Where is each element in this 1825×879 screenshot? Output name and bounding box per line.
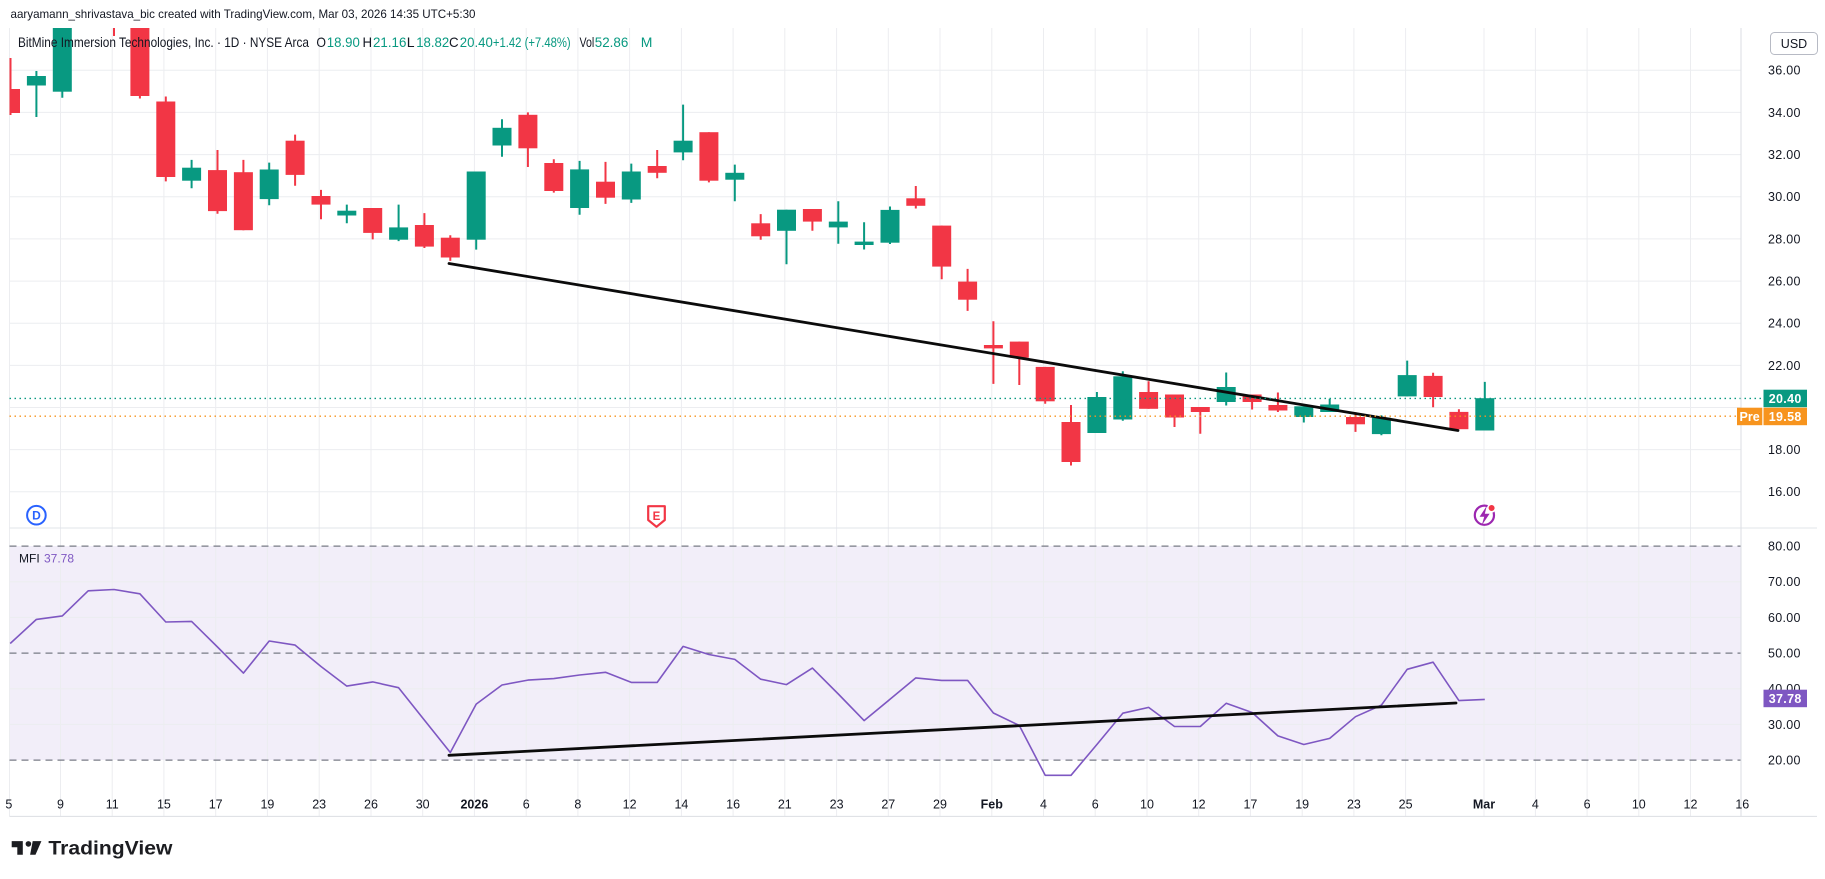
svg-text:25: 25 bbox=[1399, 798, 1413, 812]
svg-text:23: 23 bbox=[830, 798, 844, 812]
svg-text:E: E bbox=[653, 511, 661, 523]
svg-text:O: O bbox=[316, 34, 326, 50]
svg-text:C: C bbox=[449, 34, 459, 50]
svg-text:Feb: Feb bbox=[981, 798, 1004, 812]
svg-text:70.00: 70.00 bbox=[1768, 575, 1801, 589]
svg-text:MFI: MFI bbox=[19, 552, 40, 566]
svg-text:H: H bbox=[363, 34, 373, 50]
svg-text:60.00: 60.00 bbox=[1768, 611, 1801, 625]
svg-text:+1.42 (+7.48%): +1.42 (+7.48%) bbox=[493, 34, 571, 50]
svg-text:36.00: 36.00 bbox=[1768, 64, 1801, 78]
svg-text:15: 15 bbox=[157, 798, 171, 812]
svg-text:6: 6 bbox=[1092, 798, 1099, 812]
svg-text:23: 23 bbox=[312, 798, 326, 812]
svg-text:52.86: 52.86 bbox=[595, 34, 629, 50]
svg-text:28.00: 28.00 bbox=[1768, 232, 1801, 246]
svg-text:14: 14 bbox=[674, 798, 688, 812]
svg-text:17: 17 bbox=[209, 798, 223, 812]
svg-text:34.00: 34.00 bbox=[1768, 106, 1801, 120]
svg-text:26: 26 bbox=[364, 798, 378, 812]
svg-text:16.00: 16.00 bbox=[1768, 485, 1801, 499]
svg-text:23: 23 bbox=[1347, 798, 1361, 812]
svg-text:BitMine Immersion Technologies: BitMine Immersion Technologies, Inc. · 1… bbox=[18, 34, 309, 50]
svg-text:30.00: 30.00 bbox=[1768, 718, 1801, 732]
svg-text:18.00: 18.00 bbox=[1768, 443, 1801, 457]
svg-text:USD: USD bbox=[1781, 37, 1807, 51]
svg-text:2026: 2026 bbox=[460, 798, 488, 812]
svg-text:37.78: 37.78 bbox=[44, 552, 74, 566]
svg-text:M: M bbox=[641, 34, 653, 50]
svg-text:50.00: 50.00 bbox=[1768, 647, 1801, 661]
svg-text:18.90: 18.90 bbox=[327, 34, 360, 50]
svg-text:8: 8 bbox=[574, 798, 581, 812]
svg-text:18.82: 18.82 bbox=[416, 34, 449, 50]
svg-text:10: 10 bbox=[1140, 798, 1154, 812]
svg-text:4: 4 bbox=[1532, 798, 1539, 812]
svg-text:11: 11 bbox=[106, 798, 119, 812]
svg-text:37.78: 37.78 bbox=[1769, 692, 1802, 706]
svg-text:27: 27 bbox=[881, 798, 895, 812]
svg-text:aaryamann_shrivastava_bic crea: aaryamann_shrivastava_bic created with T… bbox=[11, 7, 476, 21]
svg-text:L: L bbox=[407, 34, 415, 50]
svg-text:6: 6 bbox=[1584, 798, 1591, 812]
svg-text:22.00: 22.00 bbox=[1768, 359, 1801, 373]
svg-text:24.00: 24.00 bbox=[1768, 317, 1801, 331]
svg-text:12: 12 bbox=[1192, 798, 1206, 812]
svg-text:4: 4 bbox=[1040, 798, 1047, 812]
svg-text:10: 10 bbox=[1632, 798, 1646, 812]
svg-text:12: 12 bbox=[623, 798, 637, 812]
svg-text:9: 9 bbox=[57, 798, 64, 812]
svg-text:6: 6 bbox=[523, 798, 530, 812]
svg-text:26.00: 26.00 bbox=[1768, 274, 1801, 288]
svg-text:29: 29 bbox=[933, 798, 947, 812]
svg-text:12: 12 bbox=[1684, 798, 1698, 812]
svg-text:D: D bbox=[32, 509, 41, 523]
svg-text:TradingView: TradingView bbox=[48, 839, 172, 860]
svg-text:16: 16 bbox=[726, 798, 740, 812]
svg-text:19.58: 19.58 bbox=[1769, 410, 1802, 424]
svg-text:20.40: 20.40 bbox=[1769, 392, 1802, 406]
svg-text:32.00: 32.00 bbox=[1768, 148, 1801, 162]
svg-text:Pre: Pre bbox=[1740, 410, 1760, 424]
svg-text:20.40: 20.40 bbox=[460, 34, 493, 50]
svg-text:20.00: 20.00 bbox=[1768, 754, 1801, 768]
svg-text:19: 19 bbox=[1295, 798, 1309, 812]
svg-text:5: 5 bbox=[5, 798, 12, 812]
svg-text:21.16: 21.16 bbox=[373, 34, 407, 50]
svg-text:30.00: 30.00 bbox=[1768, 190, 1801, 204]
svg-text:Mar: Mar bbox=[1473, 798, 1495, 812]
svg-text:19: 19 bbox=[260, 798, 274, 812]
svg-text:17: 17 bbox=[1243, 798, 1257, 812]
svg-text:Vol: Vol bbox=[580, 34, 595, 50]
svg-text:80.00: 80.00 bbox=[1768, 540, 1801, 554]
svg-text:21: 21 bbox=[778, 798, 792, 812]
svg-text:16: 16 bbox=[1735, 798, 1749, 812]
svg-text:30: 30 bbox=[416, 798, 430, 812]
